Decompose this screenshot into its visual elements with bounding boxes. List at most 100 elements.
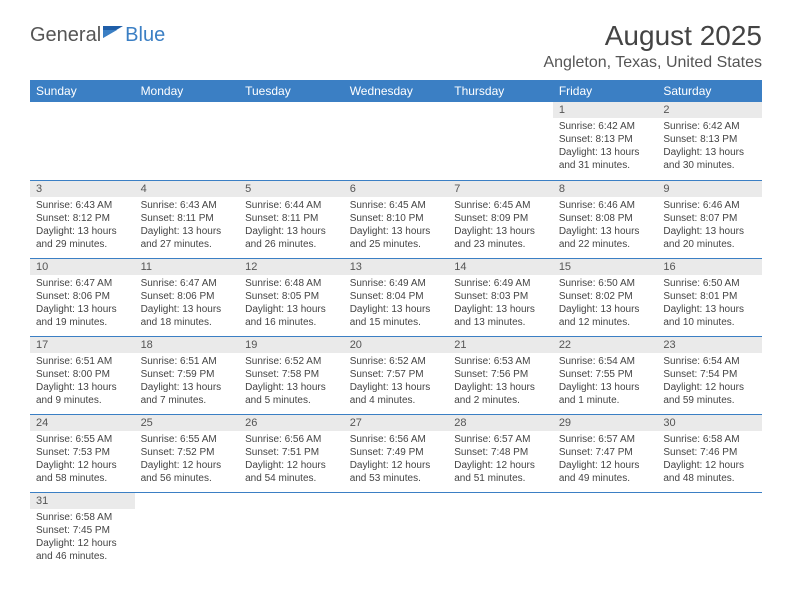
day-header: Saturday <box>657 80 762 102</box>
sunset-text: Sunset: 7:48 PM <box>454 446 547 459</box>
day-details: Sunrise: 6:56 AMSunset: 7:49 PMDaylight:… <box>344 431 449 489</box>
daylight-text: Daylight: 13 hours and 4 minutes. <box>350 381 443 407</box>
daylight-text: Daylight: 12 hours and 51 minutes. <box>454 459 547 485</box>
calendar-cell <box>448 102 553 180</box>
day-details: Sunrise: 6:42 AMSunset: 8:13 PMDaylight:… <box>657 118 762 176</box>
day-number: 11 <box>135 259 240 275</box>
calendar-cell: 24Sunrise: 6:55 AMSunset: 7:53 PMDayligh… <box>30 414 135 492</box>
calendar-week-row: 31Sunrise: 6:58 AMSunset: 7:45 PMDayligh… <box>30 492 762 570</box>
day-header: Monday <box>135 80 240 102</box>
sunset-text: Sunset: 8:03 PM <box>454 290 547 303</box>
day-number: 3 <box>30 181 135 197</box>
day-details: Sunrise: 6:54 AMSunset: 7:54 PMDaylight:… <box>657 353 762 411</box>
sunrise-text: Sunrise: 6:53 AM <box>454 355 547 368</box>
sunset-text: Sunset: 7:51 PM <box>245 446 338 459</box>
logo-text-blue: Blue <box>125 24 165 47</box>
daylight-text: Daylight: 13 hours and 10 minutes. <box>663 303 756 329</box>
calendar-cell: 23Sunrise: 6:54 AMSunset: 7:54 PMDayligh… <box>657 336 762 414</box>
sunrise-text: Sunrise: 6:45 AM <box>454 199 547 212</box>
sunrise-text: Sunrise: 6:49 AM <box>350 277 443 290</box>
sunset-text: Sunset: 8:11 PM <box>245 212 338 225</box>
daylight-text: Daylight: 13 hours and 9 minutes. <box>36 381 129 407</box>
calendar-cell: 11Sunrise: 6:47 AMSunset: 8:06 PMDayligh… <box>135 258 240 336</box>
title-block: August 2025 Angleton, Texas, United Stat… <box>543 20 762 72</box>
day-number: 19 <box>239 337 344 353</box>
sunrise-text: Sunrise: 6:54 AM <box>559 355 652 368</box>
sunset-text: Sunset: 8:11 PM <box>141 212 234 225</box>
day-header: Tuesday <box>239 80 344 102</box>
sunrise-text: Sunrise: 6:50 AM <box>663 277 756 290</box>
sunset-text: Sunset: 7:46 PM <box>663 446 756 459</box>
calendar-cell: 9Sunrise: 6:46 AMSunset: 8:07 PMDaylight… <box>657 180 762 258</box>
day-details: Sunrise: 6:57 AMSunset: 7:48 PMDaylight:… <box>448 431 553 489</box>
day-number: 27 <box>344 415 449 431</box>
calendar-cell: 27Sunrise: 6:56 AMSunset: 7:49 PMDayligh… <box>344 414 449 492</box>
day-number: 8 <box>553 181 658 197</box>
calendar-cell: 5Sunrise: 6:44 AMSunset: 8:11 PMDaylight… <box>239 180 344 258</box>
calendar-cell: 29Sunrise: 6:57 AMSunset: 7:47 PMDayligh… <box>553 414 658 492</box>
sunrise-text: Sunrise: 6:57 AM <box>454 433 547 446</box>
logo-text-general: General <box>30 24 101 47</box>
calendar-cell: 22Sunrise: 6:54 AMSunset: 7:55 PMDayligh… <box>553 336 658 414</box>
sunset-text: Sunset: 8:02 PM <box>559 290 652 303</box>
daylight-text: Daylight: 13 hours and 27 minutes. <box>141 225 234 251</box>
calendar-cell <box>553 492 658 570</box>
header: General Blue August 2025 Angleton, Texas… <box>30 20 762 72</box>
calendar-cell: 14Sunrise: 6:49 AMSunset: 8:03 PMDayligh… <box>448 258 553 336</box>
daylight-text: Daylight: 13 hours and 30 minutes. <box>663 146 756 172</box>
day-number: 26 <box>239 415 344 431</box>
sunset-text: Sunset: 7:59 PM <box>141 368 234 381</box>
daylight-text: Daylight: 13 hours and 29 minutes. <box>36 225 129 251</box>
logo: General Blue <box>30 24 165 47</box>
calendar-cell: 19Sunrise: 6:52 AMSunset: 7:58 PMDayligh… <box>239 336 344 414</box>
sunrise-text: Sunrise: 6:48 AM <box>245 277 338 290</box>
calendar-cell: 6Sunrise: 6:45 AMSunset: 8:10 PMDaylight… <box>344 180 449 258</box>
daylight-text: Daylight: 13 hours and 18 minutes. <box>141 303 234 329</box>
day-details: Sunrise: 6:44 AMSunset: 8:11 PMDaylight:… <box>239 197 344 255</box>
flag-icon <box>103 24 125 45</box>
calendar-week-row: 24Sunrise: 6:55 AMSunset: 7:53 PMDayligh… <box>30 414 762 492</box>
daylight-text: Daylight: 13 hours and 16 minutes. <box>245 303 338 329</box>
calendar-week-row: 1Sunrise: 6:42 AMSunset: 8:13 PMDaylight… <box>30 102 762 180</box>
sunset-text: Sunset: 7:53 PM <box>36 446 129 459</box>
calendar-week-row: 3Sunrise: 6:43 AMSunset: 8:12 PMDaylight… <box>30 180 762 258</box>
day-details: Sunrise: 6:49 AMSunset: 8:04 PMDaylight:… <box>344 275 449 333</box>
sunset-text: Sunset: 8:10 PM <box>350 212 443 225</box>
sunrise-text: Sunrise: 6:43 AM <box>36 199 129 212</box>
sunset-text: Sunset: 7:58 PM <box>245 368 338 381</box>
day-number: 6 <box>344 181 449 197</box>
calendar-cell: 18Sunrise: 6:51 AMSunset: 7:59 PMDayligh… <box>135 336 240 414</box>
day-number: 18 <box>135 337 240 353</box>
day-number: 15 <box>553 259 658 275</box>
sunset-text: Sunset: 8:06 PM <box>36 290 129 303</box>
day-details: Sunrise: 6:58 AMSunset: 7:45 PMDaylight:… <box>30 509 135 567</box>
sunrise-text: Sunrise: 6:50 AM <box>559 277 652 290</box>
calendar-cell <box>239 492 344 570</box>
location-text: Angleton, Texas, United States <box>543 54 762 72</box>
sunrise-text: Sunrise: 6:58 AM <box>663 433 756 446</box>
day-number: 16 <box>657 259 762 275</box>
calendar-week-row: 17Sunrise: 6:51 AMSunset: 8:00 PMDayligh… <box>30 336 762 414</box>
sunrise-text: Sunrise: 6:45 AM <box>350 199 443 212</box>
calendar-cell: 12Sunrise: 6:48 AMSunset: 8:05 PMDayligh… <box>239 258 344 336</box>
daylight-text: Daylight: 13 hours and 22 minutes. <box>559 225 652 251</box>
day-number: 21 <box>448 337 553 353</box>
calendar-cell <box>448 492 553 570</box>
calendar-cell <box>344 492 449 570</box>
day-details: Sunrise: 6:45 AMSunset: 8:10 PMDaylight:… <box>344 197 449 255</box>
day-details: Sunrise: 6:46 AMSunset: 8:08 PMDaylight:… <box>553 197 658 255</box>
sunrise-text: Sunrise: 6:57 AM <box>559 433 652 446</box>
day-details: Sunrise: 6:51 AMSunset: 8:00 PMDaylight:… <box>30 353 135 411</box>
sunrise-text: Sunrise: 6:55 AM <box>36 433 129 446</box>
daylight-text: Daylight: 13 hours and 13 minutes. <box>454 303 547 329</box>
calendar-cell: 16Sunrise: 6:50 AMSunset: 8:01 PMDayligh… <box>657 258 762 336</box>
day-details: Sunrise: 6:45 AMSunset: 8:09 PMDaylight:… <box>448 197 553 255</box>
day-details: Sunrise: 6:58 AMSunset: 7:46 PMDaylight:… <box>657 431 762 489</box>
day-number: 7 <box>448 181 553 197</box>
calendar-cell <box>344 102 449 180</box>
daylight-text: Daylight: 13 hours and 23 minutes. <box>454 225 547 251</box>
daylight-text: Daylight: 13 hours and 19 minutes. <box>36 303 129 329</box>
daylight-text: Daylight: 12 hours and 48 minutes. <box>663 459 756 485</box>
calendar-cell <box>135 492 240 570</box>
daylight-text: Daylight: 12 hours and 46 minutes. <box>36 537 129 563</box>
